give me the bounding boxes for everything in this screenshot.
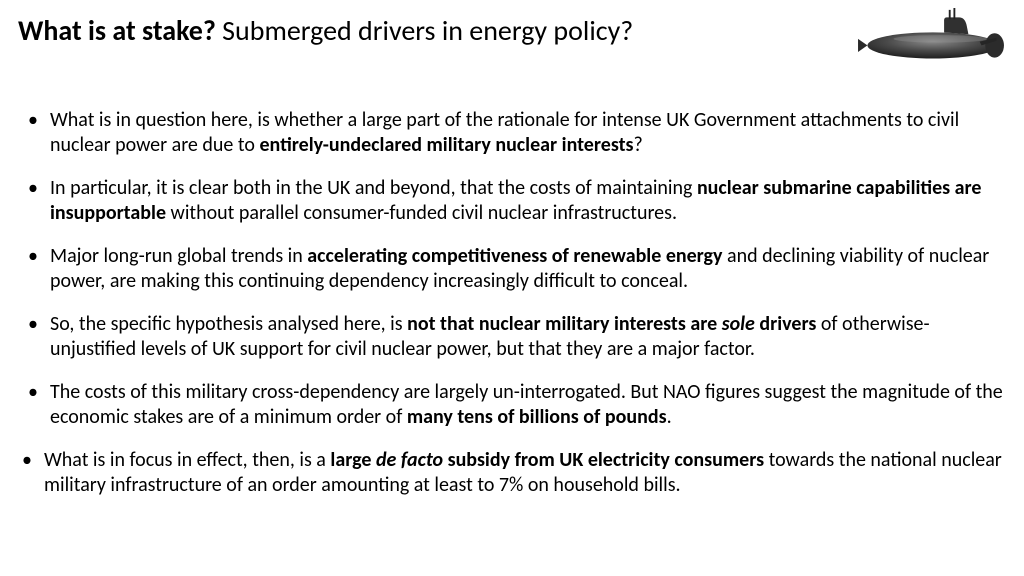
- list-item: So, the specific hypothesis analysed her…: [22, 312, 1006, 362]
- list-item: In particular, it is clear both in the U…: [22, 176, 1006, 226]
- slide-title-rest: Submerged drivers in energy policy?: [216, 13, 633, 48]
- slide-title: What is at stake? Submerged drivers in e…: [18, 14, 633, 48]
- slide-title-bold: What is at stake?: [18, 13, 216, 48]
- list-item: What is in question here, is whether a l…: [22, 108, 1006, 158]
- bullet-list-container: What is in question here, is whether a l…: [22, 108, 1006, 516]
- list-item: The costs of this military cross-depende…: [22, 380, 1006, 430]
- submarine-icon: [856, 8, 1006, 66]
- list-item: Major long-run global trends in accelera…: [22, 244, 1006, 294]
- list-item: What is in focus in effect, then, is a l…: [22, 448, 1006, 498]
- bullet-list: What is in question here, is whether a l…: [22, 108, 1006, 498]
